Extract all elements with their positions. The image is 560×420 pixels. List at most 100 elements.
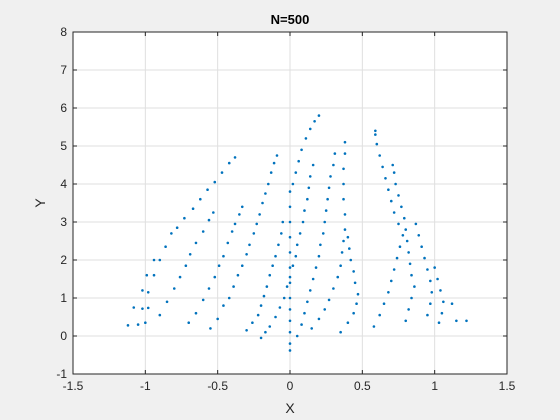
data-point: [397, 194, 400, 197]
data-point: [165, 300, 169, 304]
data-point: [291, 264, 295, 268]
data-point: [207, 218, 211, 222]
data-point: [381, 165, 384, 169]
data-point: [314, 266, 318, 269]
data-point: [194, 241, 198, 245]
data-point: [267, 182, 270, 186]
data-point: [170, 232, 173, 235]
data-point: [343, 152, 347, 155]
data-point: [398, 245, 402, 248]
data-point: [251, 321, 254, 325]
data-point: [429, 279, 432, 283]
data-point: [430, 291, 434, 294]
data-point: [401, 234, 405, 237]
data-point: [222, 304, 225, 307]
y-tick-label: 8: [60, 25, 67, 39]
data-point: [317, 317, 321, 321]
data-point: [332, 163, 335, 167]
x-tick-label: 0: [287, 379, 294, 393]
data-point: [295, 243, 299, 247]
data-point: [303, 209, 306, 212]
data-point: [232, 285, 235, 288]
data-point: [288, 190, 292, 193]
data-point: [291, 182, 295, 186]
data-point: [265, 285, 269, 288]
data-point: [339, 264, 342, 268]
data-point: [423, 256, 426, 260]
data-point: [405, 239, 409, 243]
data-point: [213, 180, 217, 184]
data-point: [426, 313, 429, 317]
data-point: [384, 177, 387, 180]
data-point: [436, 277, 439, 281]
data-point: [450, 302, 454, 306]
data-point: [311, 163, 315, 167]
data-point: [392, 211, 396, 214]
x-tick-label: 0.5: [354, 379, 371, 393]
data-point: [238, 213, 241, 216]
data-point: [342, 167, 345, 171]
y-tick-label: 6: [60, 101, 67, 115]
y-tick-label: 1: [60, 291, 67, 305]
data-point: [264, 330, 267, 334]
data-point: [277, 243, 280, 247]
y-tick-label: 4: [60, 177, 67, 191]
data-point: [288, 220, 292, 224]
data-point: [407, 251, 410, 254]
y-tick-label: 2: [60, 253, 67, 267]
data-point: [332, 287, 335, 290]
data-point: [306, 197, 309, 201]
data-point: [304, 137, 308, 140]
data-point: [132, 306, 136, 309]
data-point: [194, 311, 198, 315]
data-point: [288, 342, 292, 345]
y-tick-label: 3: [60, 215, 67, 229]
data-point: [378, 154, 381, 157]
data-point: [227, 296, 231, 300]
data-point: [397, 222, 400, 226]
data-point: [465, 319, 468, 323]
data-point: [300, 148, 303, 152]
data-point: [269, 171, 273, 174]
data-point: [288, 281, 292, 285]
data-point: [404, 319, 408, 323]
data-point: [271, 264, 274, 268]
data-point: [327, 298, 331, 302]
data-point: [323, 220, 327, 224]
data-point: [141, 289, 144, 292]
data-point: [264, 192, 267, 195]
data-point: [240, 205, 244, 209]
data-point: [433, 266, 436, 269]
data-point: [301, 220, 305, 224]
data-point: [158, 258, 162, 262]
data-point: [268, 273, 272, 277]
data-point: [288, 235, 292, 239]
data-point: [213, 275, 217, 279]
data-point: [209, 327, 212, 330]
data-point: [164, 245, 167, 248]
data-point: [288, 275, 292, 279]
data-point: [141, 307, 144, 310]
data-point: [294, 254, 298, 258]
data-point: [282, 296, 286, 300]
data-point: [259, 304, 263, 307]
y-tick-label: 7: [60, 63, 67, 77]
data-point: [319, 243, 322, 247]
x-tick-label: 1.5: [499, 379, 516, 393]
data-point: [268, 325, 272, 328]
data-point: [329, 175, 332, 178]
data-point: [455, 319, 458, 323]
x-tick-label: 1: [431, 379, 438, 393]
data-point: [295, 334, 299, 338]
data-point: [374, 129, 377, 133]
data-point: [126, 324, 130, 327]
data-point: [261, 201, 264, 205]
data-point: [288, 319, 292, 323]
data-point: [356, 292, 360, 296]
data-point: [199, 197, 202, 201]
data-point: [146, 291, 150, 294]
data-point: [339, 330, 342, 334]
data-point: [206, 188, 209, 191]
